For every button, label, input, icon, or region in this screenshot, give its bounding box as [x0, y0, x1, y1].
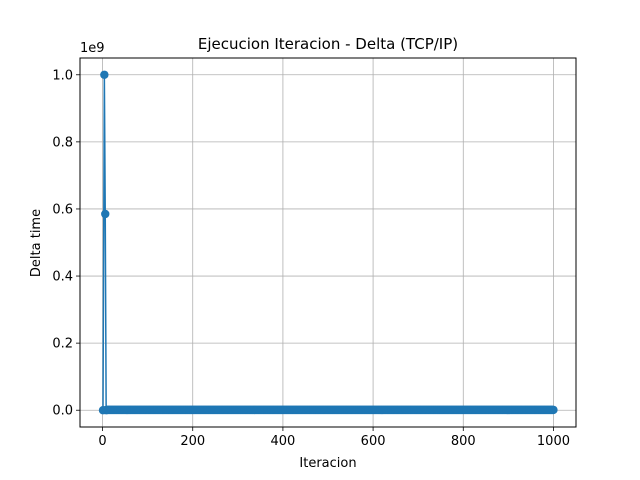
- x-tick-label: 0: [98, 434, 106, 449]
- x-tick-label: 600: [361, 434, 386, 449]
- x-tick-label: 800: [451, 434, 476, 449]
- y-tick-label: 0.2: [52, 337, 73, 352]
- chart-title: Ejecucion Iteracion - Delta (TCP/IP): [198, 35, 458, 53]
- data-point: [549, 405, 558, 415]
- x-axis-label: Iteracion: [299, 456, 356, 471]
- series: [98, 70, 558, 415]
- x-tick-label: 400: [270, 434, 295, 449]
- y-tick-label: 0.4: [52, 270, 73, 285]
- grid: [80, 58, 576, 427]
- x-tick-label: 200: [180, 434, 205, 449]
- y-offset-label: 1e9: [80, 41, 105, 56]
- x-tick-label: 1000: [537, 434, 570, 449]
- ticks: 0 200 400 600 800 1000 0.0 0.2 0.4 0.6 0.8 1.0: [52, 68, 570, 449]
- y-tick-label: 0.6: [52, 202, 73, 217]
- y-tick-label: 1.0: [52, 68, 73, 83]
- plot-frame: [79, 57, 577, 428]
- y-axis-label: Delta time: [29, 209, 44, 277]
- y-tick-label: 0.0: [52, 404, 73, 419]
- data-point: [101, 209, 110, 219]
- y-tick-label: 0.8: [52, 135, 73, 150]
- data-point: [100, 70, 109, 79]
